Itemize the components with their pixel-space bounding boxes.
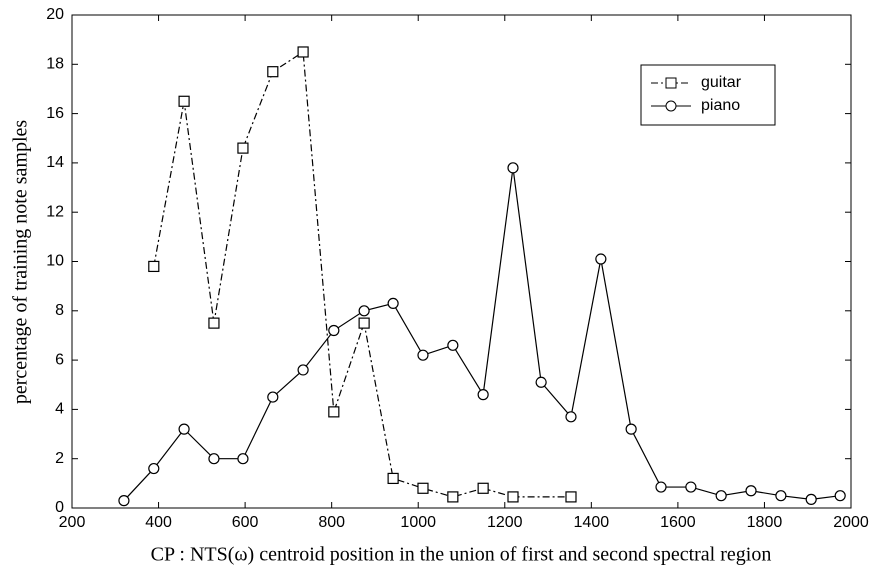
marker <box>477 389 489 401</box>
legend-marker <box>665 77 677 89</box>
legend-label: piano <box>701 97 740 114</box>
x-tick-label: 1000 <box>400 514 436 531</box>
x-tick-label: 200 <box>59 514 86 531</box>
marker <box>417 349 429 361</box>
marker <box>535 376 547 388</box>
y-axis-label: percentage of training note samples <box>10 120 32 405</box>
x-tick-label: 800 <box>318 514 345 531</box>
marker <box>208 317 220 329</box>
y-tick-label: 14 <box>46 154 64 171</box>
y-tick-label: 18 <box>46 56 64 73</box>
y-tick-label: 2 <box>55 450 64 467</box>
marker <box>358 317 370 329</box>
marker <box>148 462 160 475</box>
marker <box>358 305 370 317</box>
marker <box>178 95 190 107</box>
marker <box>267 391 279 403</box>
x-tick-label: 1400 <box>574 514 610 531</box>
marker <box>834 490 846 502</box>
marker <box>328 324 340 337</box>
y-tick-label: 6 <box>55 351 64 368</box>
series-line <box>153 50 571 498</box>
marker <box>237 453 249 465</box>
marker <box>297 46 309 58</box>
marker <box>387 297 399 310</box>
marker <box>328 406 340 418</box>
marker <box>447 339 459 351</box>
marker <box>237 142 249 154</box>
marker <box>775 490 787 502</box>
x-tick-label: 1600 <box>660 514 696 531</box>
marker <box>595 253 607 265</box>
marker <box>655 481 667 493</box>
y-tick-label: 8 <box>55 302 64 319</box>
marker <box>625 423 637 435</box>
marker <box>178 423 190 435</box>
marker <box>118 495 130 507</box>
marker <box>565 411 577 423</box>
y-tick-label: 0 <box>55 499 64 516</box>
marker <box>715 490 727 502</box>
marker <box>417 482 429 494</box>
x-tick-label: 2000 <box>833 514 869 531</box>
x-tick-label: 400 <box>145 514 172 531</box>
marker <box>477 482 489 494</box>
y-tick-label: 4 <box>55 401 64 418</box>
marker <box>507 162 519 174</box>
x-axis-label: CP : NTS(ω) centroid position in the uni… <box>151 544 772 566</box>
x-tick-label: 1800 <box>747 514 783 531</box>
y-tick-label: 12 <box>46 203 64 220</box>
marker <box>387 472 399 485</box>
y-tick-label: 10 <box>46 253 64 270</box>
marker <box>267 66 279 78</box>
x-tick-label: 1200 <box>487 514 523 531</box>
marker <box>745 485 757 497</box>
legend-label: guitar <box>701 74 742 91</box>
marker <box>565 491 577 503</box>
y-tick-label: 20 <box>46 6 64 23</box>
legend-marker <box>665 100 677 112</box>
marker <box>208 453 220 465</box>
marker <box>148 260 160 273</box>
marker <box>685 481 697 493</box>
y-tick-label: 16 <box>46 105 64 122</box>
x-tick-label: 600 <box>232 514 259 531</box>
marker <box>805 493 817 505</box>
marker <box>447 491 459 503</box>
marker <box>507 491 519 503</box>
marker <box>297 364 309 376</box>
legend-box <box>640 64 776 126</box>
